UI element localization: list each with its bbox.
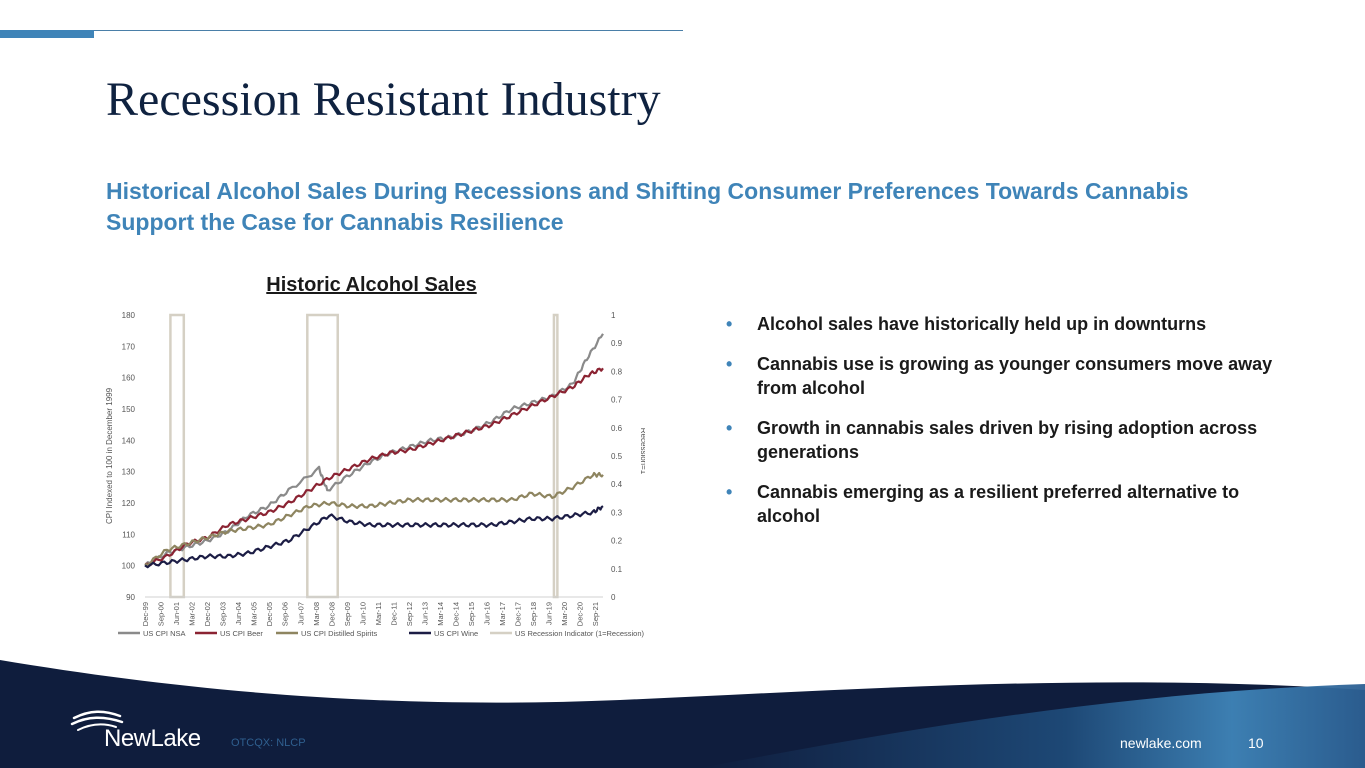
y-tick-label: 100	[122, 562, 136, 571]
series-line	[144, 367, 604, 567]
x-tick-label: Dec-05	[265, 602, 274, 626]
bullet-item: • Growth in cannabis sales driven by risi…	[724, 416, 1284, 464]
x-tick-label: Mar-14	[436, 602, 445, 626]
x-tick-label: Sep-12	[405, 602, 414, 626]
bullet-dot: •	[726, 482, 733, 502]
x-tick-label: Dec-08	[327, 602, 336, 626]
x-tick-label: Dec-20	[576, 602, 585, 626]
y2-tick-label: 0.9	[611, 339, 623, 348]
chart-legend: US CPI NSA US CPI Beer US CPI Distilled Sp…	[118, 629, 645, 638]
legend-label: US Recession Indicator (1=Recession)	[515, 629, 645, 638]
x-tick-label: Mar-11	[374, 602, 383, 625]
x-tick-label: Sep-03	[219, 602, 228, 626]
x-tick-label: Mar-20	[560, 602, 569, 626]
newlake-wave-logo-icon	[70, 710, 124, 731]
top-rule	[0, 30, 683, 31]
recession-bands	[169, 313, 559, 599]
x-tick-label: Dec-99	[141, 602, 150, 626]
logo-text: NewLake	[104, 725, 201, 752]
bullet-text: Cannabis emerging as a resilient preferr…	[757, 482, 1240, 526]
x-tick-label: Mar-17	[498, 602, 507, 626]
y2-tick-label: 0.2	[611, 537, 623, 546]
bullet-list: • Alcohol sales have historically held up…	[724, 312, 1284, 544]
x-tick-label: Mar-08	[312, 602, 321, 626]
recession-band	[306, 313, 339, 599]
alcohol-cpi-chart: 90 100 110 120 130 140 150 160 170 180 0 0.1 0.2 0.3 0…	[105, 311, 645, 638]
ticker-label: OTCQX: NLCP	[231, 737, 306, 749]
legend-label: US CPI NSA	[143, 629, 186, 638]
chart-heading: Historic Alcohol Sales	[266, 274, 477, 296]
x-tick-label: Jun-13	[420, 602, 429, 625]
y2-tick-label: 0.4	[611, 480, 623, 489]
y-tick-label: 160	[122, 374, 136, 383]
y2-tick-label: 0.3	[611, 508, 623, 517]
bullet-item: • Alcohol sales have historically held up…	[724, 312, 1284, 336]
y2-tick-label: 0.6	[611, 424, 623, 433]
y-tick-label: 120	[122, 499, 136, 508]
y-tick-label: 170	[122, 342, 136, 351]
legend-label: US CPI Distilled Spirits	[301, 629, 378, 638]
x-tick-label: Dec-14	[452, 602, 461, 626]
y-tick-label: 130	[122, 468, 136, 477]
x-tick-label: Dec-17	[514, 602, 523, 626]
x-tick-label: Jun-01	[172, 602, 181, 625]
bullet-text: Alcohol sales have historically held up …	[757, 314, 1207, 334]
y2-tick-label: 1	[611, 311, 616, 320]
series-line	[144, 471, 604, 566]
y2-tick-label: 0.7	[611, 396, 623, 405]
chart-series	[144, 333, 604, 569]
page-number: 10	[1248, 735, 1264, 751]
x-tick-label: Sep-18	[529, 602, 538, 626]
recession-band	[552, 313, 559, 599]
x-tick-label: Mar-02	[188, 602, 197, 626]
y2-tick-label: 0.1	[611, 565, 623, 574]
chart-axes: 90 100 110 120 130 140 150 160 170 180 0 0.1 0.2 0.3 0…	[105, 311, 645, 626]
y2-axis-label: Recession=1	[639, 428, 645, 475]
slide-title: Recession Resistant Industry	[106, 73, 661, 126]
y-tick-label: 90	[126, 593, 135, 602]
x-tick-label: Jun-07	[296, 602, 305, 625]
bullet-dot: •	[726, 354, 733, 374]
legend-label: US CPI Wine	[434, 629, 478, 638]
x-tick-label: Sep-06	[281, 602, 290, 626]
footer-wave-light	[700, 684, 1365, 768]
bullet-dot: •	[726, 418, 733, 438]
y-tick-label: 110	[122, 530, 135, 539]
x-tick-label: Mar-05	[250, 602, 259, 626]
x-tick-label: Sep-15	[467, 602, 476, 626]
bullet-text: Growth in cannabis sales driven by risin…	[757, 418, 1258, 462]
x-tick-label: Sep-21	[591, 602, 600, 626]
footer-wave	[0, 660, 1365, 768]
bullet-dot: •	[726, 314, 733, 334]
bullet-text: Cannabis use is growing as younger consu…	[757, 354, 1273, 398]
y2-tick-label: 0.5	[611, 452, 623, 461]
top-accent-bar	[0, 30, 94, 38]
series-line	[144, 505, 604, 569]
x-tick-label: Jun-10	[358, 602, 367, 625]
x-tick-label: Jun-04	[234, 602, 243, 625]
bullet-item: • Cannabis emerging as a resilient prefer…	[724, 480, 1284, 528]
y-axis-label: CPI Indexed to 100 in December 1999	[105, 387, 114, 524]
y-tick-label: 140	[122, 436, 136, 445]
x-tick-label: Sep-00	[157, 602, 166, 626]
series-line	[144, 333, 604, 567]
slide-subtitle: Historical Alcohol Sales During Recessio…	[106, 178, 1189, 235]
y2-tick-label: 0.8	[611, 367, 623, 376]
x-tick-label: Jun-16	[483, 602, 492, 625]
x-tick-label: Dec-11	[389, 602, 398, 626]
bullet-item: • Cannabis use is growing as younger cons…	[724, 352, 1284, 400]
x-tick-label: Sep-09	[343, 602, 352, 626]
website-link[interactable]: newlake.com	[1120, 735, 1202, 751]
x-tick-label: Jun-19	[545, 602, 554, 625]
y2-tick-label: 0	[611, 593, 616, 602]
x-tick-label: Dec-02	[203, 602, 212, 626]
y-tick-label: 150	[122, 405, 136, 414]
legend-label: US CPI Beer	[220, 629, 263, 638]
y-tick-label: 180	[122, 311, 136, 320]
